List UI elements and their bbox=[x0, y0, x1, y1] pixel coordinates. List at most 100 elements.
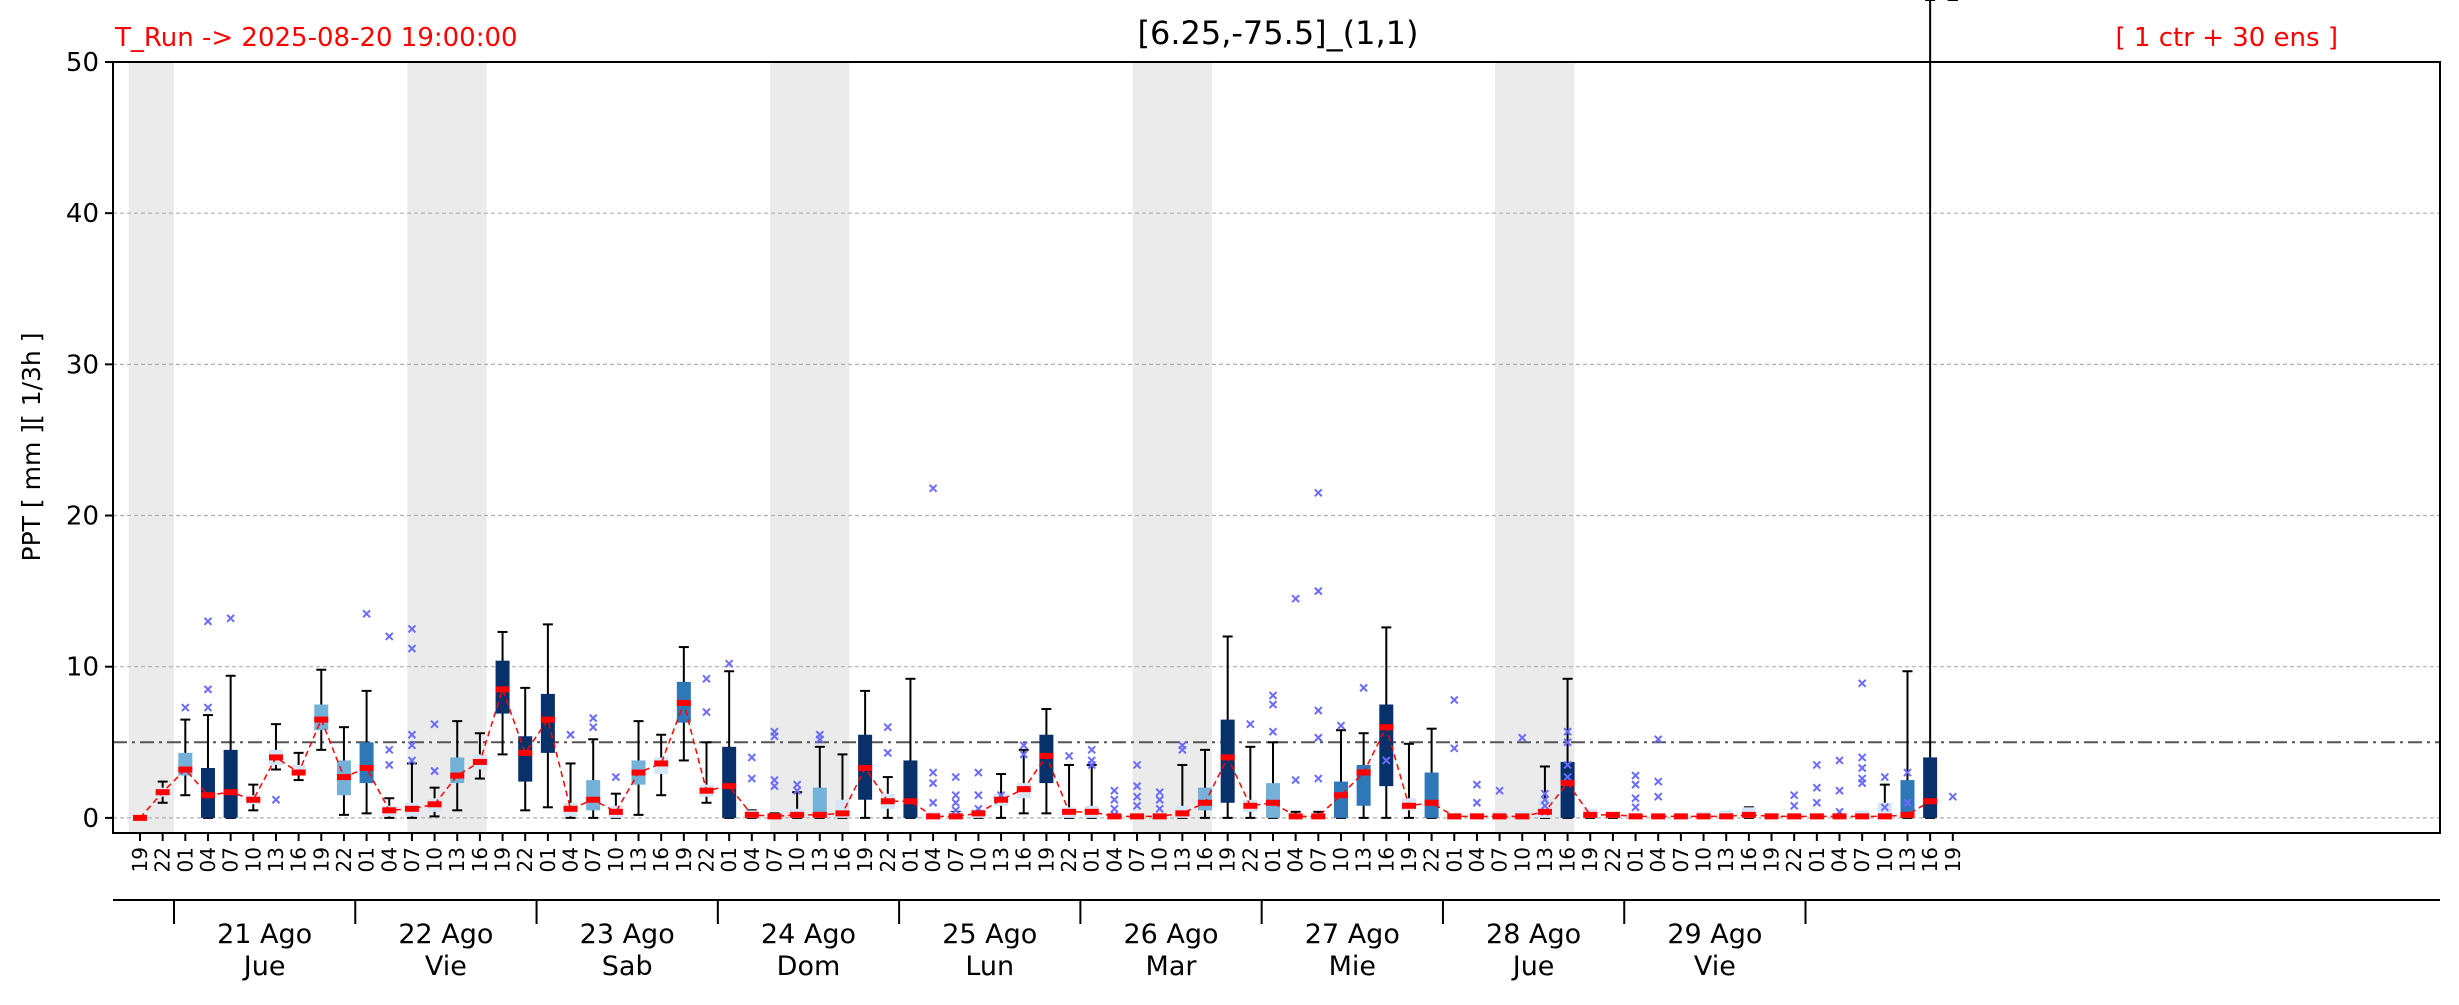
outlier-point bbox=[1857, 778, 1867, 788]
outlier-point bbox=[1948, 792, 1958, 801]
x-tick-label: 16 bbox=[1374, 847, 1398, 872]
box bbox=[1537, 799, 1552, 818]
box bbox=[540, 693, 555, 753]
median-marker bbox=[291, 769, 306, 776]
median-marker bbox=[563, 805, 578, 812]
outlier-point bbox=[702, 707, 711, 717]
outlier-point bbox=[407, 741, 417, 750]
x-tick-label: 22 bbox=[1782, 847, 1806, 872]
outlier-point bbox=[611, 772, 621, 782]
x-tick-label: 04 bbox=[1465, 847, 1489, 872]
median-marker bbox=[382, 807, 397, 814]
median-marker bbox=[1832, 813, 1847, 820]
outlier-point bbox=[1291, 775, 1300, 785]
outlier-point bbox=[1132, 781, 1142, 791]
x-tick-label: 01 bbox=[173, 847, 197, 872]
day-weekday-label: Mie bbox=[1329, 951, 1376, 982]
outlier-point bbox=[815, 735, 825, 744]
outlier-point bbox=[1857, 753, 1867, 762]
outlier-point bbox=[1631, 794, 1640, 803]
outlier-point bbox=[951, 772, 960, 782]
outlier-point bbox=[883, 722, 892, 732]
median-marker bbox=[495, 686, 510, 693]
x-tick-label: 10 bbox=[1692, 847, 1716, 872]
outlier-point bbox=[951, 790, 960, 800]
median-marker bbox=[1130, 813, 1145, 820]
x-tick-label: 13 bbox=[1352, 847, 1376, 872]
outlier-point bbox=[1155, 804, 1164, 814]
median-marker bbox=[1628, 813, 1643, 820]
x-tick-label: 16 bbox=[830, 847, 854, 872]
x-tick-label: 10 bbox=[1873, 847, 1897, 872]
outlier-point bbox=[1314, 488, 1323, 498]
median-marker bbox=[1605, 811, 1620, 818]
outlier-point bbox=[1654, 735, 1663, 744]
outlier-point bbox=[951, 806, 960, 815]
x-tick-label: 10 bbox=[785, 847, 809, 872]
median-marker bbox=[133, 814, 147, 821]
day-date-label: 29 Ago bbox=[1667, 919, 1762, 950]
median-marker bbox=[1107, 813, 1122, 820]
x-tick-label: 19 bbox=[1941, 847, 1965, 872]
y-tick-label: 10 bbox=[66, 653, 99, 683]
x-tick-label: 04 bbox=[377, 847, 401, 872]
x-tick-label: 01 bbox=[717, 847, 741, 872]
x-tick-label: 19 bbox=[1034, 847, 1058, 872]
box bbox=[1220, 719, 1235, 803]
median-marker bbox=[359, 764, 374, 771]
median-marker bbox=[903, 798, 918, 805]
box bbox=[1039, 734, 1054, 784]
outlier-point bbox=[430, 766, 439, 776]
outlier-point bbox=[770, 732, 779, 741]
outlier-point bbox=[1359, 683, 1368, 693]
median-marker bbox=[404, 805, 419, 812]
box bbox=[903, 760, 918, 818]
box bbox=[586, 780, 601, 811]
median-marker bbox=[1492, 813, 1507, 820]
outlier-point bbox=[1789, 801, 1799, 810]
outlier-point bbox=[1472, 780, 1482, 789]
median-marker bbox=[744, 811, 759, 818]
outlier-point bbox=[1382, 756, 1391, 765]
median-marker bbox=[1787, 813, 1802, 820]
x-tick-label: 01 bbox=[536, 847, 560, 872]
day-date-label: 25 Ago bbox=[942, 919, 1037, 950]
x-tick-label: 19 bbox=[1216, 847, 1240, 872]
median-marker bbox=[1537, 808, 1552, 815]
median-marker bbox=[812, 811, 827, 818]
median-marker bbox=[880, 798, 895, 805]
median-marker bbox=[994, 796, 1009, 803]
median-marker bbox=[1198, 799, 1213, 806]
median-marker bbox=[971, 810, 986, 817]
median-marker bbox=[1673, 813, 1688, 820]
median-marker bbox=[1855, 813, 1870, 820]
median-marker bbox=[1356, 769, 1371, 776]
x-tick-label: 10 bbox=[1510, 847, 1534, 872]
outlier-point bbox=[271, 795, 281, 804]
outlier-point bbox=[1472, 798, 1482, 807]
y-tick-label: 30 bbox=[66, 350, 99, 380]
outlier-point bbox=[928, 778, 938, 788]
x-tick-label: 16 bbox=[1556, 847, 1580, 872]
outlier-point bbox=[1631, 771, 1640, 780]
day-weekday-label: Jue bbox=[242, 951, 286, 982]
outlier-point bbox=[1110, 786, 1119, 795]
x-tick-label: 07 bbox=[1850, 847, 1874, 872]
x-tick-label: 22 bbox=[513, 847, 537, 872]
outlier-point bbox=[1880, 803, 1890, 812]
day-weekday-label: Jue bbox=[1511, 951, 1555, 982]
x-tick-label: 04 bbox=[1646, 847, 1670, 872]
x-tick-label: 22 bbox=[1057, 847, 1081, 872]
box bbox=[359, 742, 374, 784]
median-marker bbox=[1243, 802, 1258, 809]
median-marker bbox=[608, 808, 623, 815]
outlier-point bbox=[430, 719, 439, 729]
outlier-point bbox=[226, 614, 235, 623]
median-marker bbox=[1401, 802, 1416, 809]
x-tick-label: 22 bbox=[1420, 847, 1444, 872]
outlier-point bbox=[1336, 721, 1346, 730]
median-marker bbox=[676, 699, 691, 706]
x-tick-label: 16 bbox=[468, 847, 492, 872]
night-band bbox=[128, 62, 174, 833]
